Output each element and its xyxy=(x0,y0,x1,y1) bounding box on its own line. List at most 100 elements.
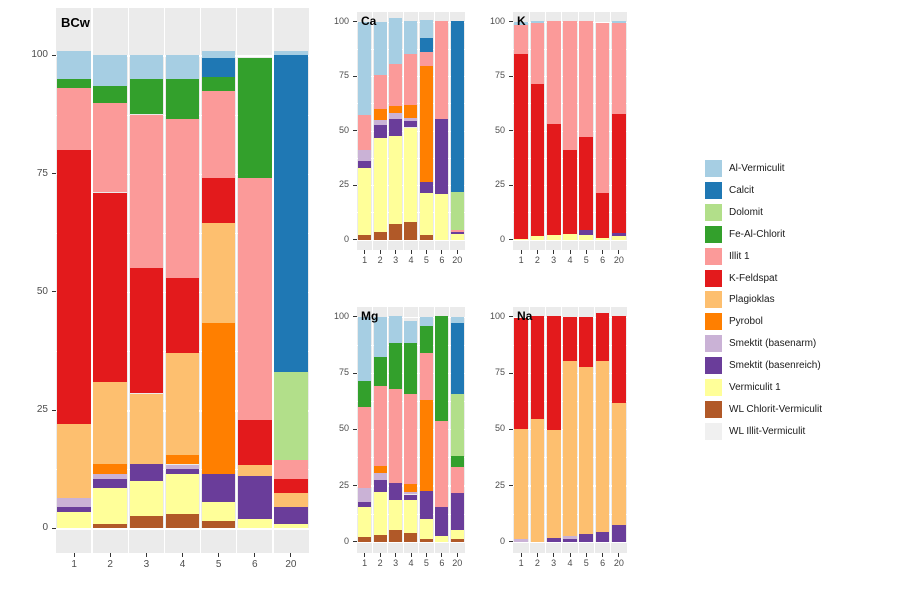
segment-wl-chlorit-vermiculit xyxy=(419,539,433,542)
gridline-vertical xyxy=(528,12,530,250)
gridline-vertical xyxy=(528,307,530,553)
segment-vermiculit-1 xyxy=(563,234,577,240)
gridline-vertical xyxy=(449,307,451,553)
x-axis-tick xyxy=(585,250,587,254)
segment-illit-1 xyxy=(530,22,545,84)
segment-k-feldspat xyxy=(546,124,561,236)
gridline-vertical xyxy=(433,12,435,250)
x-axis-tick xyxy=(410,250,412,254)
y-axis-tick xyxy=(353,184,357,186)
gridline-major-y100 xyxy=(357,316,465,318)
segment-fe-al-chlorit xyxy=(57,78,91,89)
x-axis-label: 3 xyxy=(393,558,399,568)
panel-title-mg: Mg xyxy=(361,309,379,323)
segment-smektit-basenreich xyxy=(435,506,449,537)
bar-ca-1 xyxy=(358,21,372,240)
segment-pyrobol xyxy=(373,108,387,120)
x-axis-label: 1 xyxy=(518,558,524,568)
segment-al-vermiculit xyxy=(389,315,403,343)
segment-smektit-basenreich xyxy=(93,478,127,489)
x-axis-label: 20 xyxy=(452,558,463,568)
bar-bcw-3 xyxy=(129,55,164,529)
gridline-vertical xyxy=(387,307,389,553)
segment-illit-1 xyxy=(93,102,127,193)
panel-title-na: Na xyxy=(517,309,533,323)
y-axis-tick xyxy=(509,428,513,430)
segment-illit-1 xyxy=(450,467,464,494)
bar-na-3 xyxy=(546,315,561,542)
y-axis-tick xyxy=(353,239,357,241)
bar-na-6 xyxy=(595,313,610,542)
y-axis-label: 25 xyxy=(36,404,48,416)
y-axis-label: 0 xyxy=(499,535,505,546)
segment-k-feldspat xyxy=(514,317,528,430)
x-axis-tick xyxy=(395,553,397,557)
segment-k-feldspat xyxy=(530,83,545,237)
segment-smektit-basenarm xyxy=(373,473,387,480)
segment-vermiculit-1 xyxy=(373,138,387,233)
segment-vermiculit-1 xyxy=(579,235,594,240)
bar-na-5 xyxy=(579,316,594,542)
bar-k-2 xyxy=(530,20,545,240)
segment-smektit-basenreich xyxy=(129,464,164,481)
y-axis-label: 100 xyxy=(31,49,48,61)
x-axis-tick xyxy=(410,553,412,557)
segment-plagioklas xyxy=(57,424,91,498)
segment-vermiculit-1 xyxy=(404,500,418,533)
x-axis-label: 5 xyxy=(423,255,429,265)
segment-plagioklas xyxy=(165,353,200,455)
segment-plagioklas xyxy=(238,464,272,477)
y-axis-tick xyxy=(509,541,513,543)
segment-smektit-basenarm xyxy=(404,117,418,121)
bar-k-20 xyxy=(611,20,626,240)
segment-dolomit xyxy=(450,394,464,457)
x-axis-label: 20 xyxy=(285,559,297,570)
segment-smektit-basenreich xyxy=(419,491,433,520)
segment-smektit-basenarm xyxy=(373,119,387,126)
gridline-vertical xyxy=(545,12,547,250)
segment-plagioklas xyxy=(93,381,127,465)
y-axis-tick xyxy=(52,527,56,529)
segment-illit-1 xyxy=(546,20,561,125)
segment-vermiculit-1 xyxy=(611,236,626,240)
x-axis-label: 3 xyxy=(551,255,557,265)
segment-smektit-basenreich xyxy=(373,125,387,139)
segment-vermiculit-1 xyxy=(419,192,433,236)
gridline-vertical xyxy=(449,12,451,250)
segment-dolomit xyxy=(274,372,308,460)
segment-k-feldspat xyxy=(530,315,545,420)
segment-illit-1 xyxy=(595,22,610,193)
gridline-vertical xyxy=(593,12,595,250)
segment-vermiculit-1 xyxy=(450,530,464,540)
segment-k-feldspat xyxy=(611,315,626,404)
x-axis-tick xyxy=(602,553,604,557)
segment-vermiculit-1 xyxy=(93,488,127,524)
segment-fe-al-chlorit xyxy=(435,315,449,422)
segment-vermiculit-1 xyxy=(358,506,372,538)
segment-smektit-basenreich xyxy=(419,181,433,193)
segment-plagioklas xyxy=(563,360,577,537)
segment-wl-chlorit-vermiculit xyxy=(129,516,164,529)
segment-vermiculit-1 xyxy=(389,136,403,225)
segment-illit-1 xyxy=(57,88,91,150)
segment-pyrobol xyxy=(404,484,418,493)
segment-wl-chlorit-vermiculit xyxy=(373,232,387,240)
segment-smektit-basenreich xyxy=(450,232,464,235)
segment-al-vermiculit xyxy=(404,321,418,343)
segment-illit-1 xyxy=(358,115,372,151)
segment-smektit-basenarm xyxy=(57,497,91,507)
y-axis-label: 75 xyxy=(338,70,349,81)
segment-wl-chlorit-vermiculit xyxy=(450,539,464,542)
segment-vermiculit-1 xyxy=(389,500,403,531)
bar-mg-1 xyxy=(358,316,372,542)
segment-calcit xyxy=(450,323,464,395)
y-axis-tick xyxy=(52,54,56,56)
segment-smektit-basenarm xyxy=(93,473,127,479)
x-axis-tick xyxy=(536,553,538,557)
segment-fe-al-chlorit xyxy=(404,342,418,395)
gridline-major-y0 xyxy=(56,528,309,530)
segment-plagioklas xyxy=(611,403,626,525)
x-axis-tick xyxy=(553,250,555,254)
segment-illit-1 xyxy=(274,459,308,479)
segment-smektit-basenreich xyxy=(389,483,403,501)
